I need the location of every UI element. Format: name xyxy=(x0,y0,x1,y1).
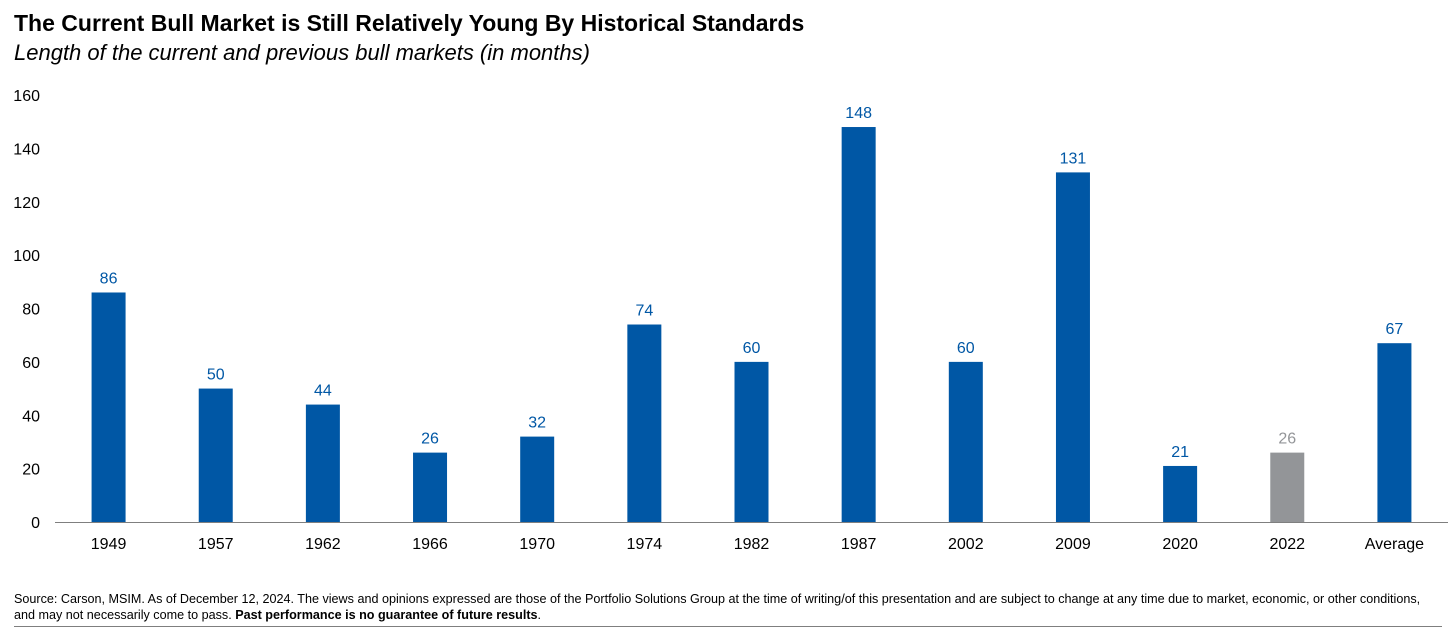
x-tick-label: 2002 xyxy=(948,536,984,553)
x-tick-label: 1962 xyxy=(305,536,341,553)
x-tick-label: Average xyxy=(1365,536,1424,553)
y-tick-label: 140 xyxy=(13,141,40,158)
bar xyxy=(520,436,555,522)
bottom-divider xyxy=(14,626,1442,627)
bar xyxy=(1055,172,1090,523)
y-tick-label: 60 xyxy=(22,355,40,372)
footnote-disclaimer: Past performance is no guarantee of futu… xyxy=(235,608,538,622)
data-label: 74 xyxy=(635,303,653,320)
y-tick-label: 40 xyxy=(22,408,40,425)
x-tick-label: 2020 xyxy=(1162,536,1198,553)
bar xyxy=(305,404,340,522)
data-label: 60 xyxy=(743,340,761,357)
data-label: 44 xyxy=(314,383,332,400)
bar-chart: 0 20 40 60 80 100 120 140 160 86 1949 50 1957 44 1962 2… xyxy=(13,88,1448,553)
bar xyxy=(841,127,876,523)
chart-title: The Current Bull Market is Still Relativ… xyxy=(14,10,805,36)
data-label: 86 xyxy=(100,270,118,287)
y-tick-label: 20 xyxy=(22,462,40,479)
bar xyxy=(1377,343,1412,522)
x-tick-label: 1949 xyxy=(91,536,127,553)
chart-subtitle: Length of the current and previous bull … xyxy=(14,40,590,65)
y-tick-label: 100 xyxy=(13,248,40,265)
bar xyxy=(948,361,983,522)
x-tick-label: 1966 xyxy=(412,536,448,553)
data-label: 50 xyxy=(207,367,225,384)
bar xyxy=(1270,452,1305,522)
bar xyxy=(627,324,662,522)
data-label: 26 xyxy=(1278,431,1296,448)
bar xyxy=(734,361,769,522)
x-tick-label: 2009 xyxy=(1055,536,1091,553)
data-label: 148 xyxy=(845,105,872,122)
x-tick-label: 1970 xyxy=(519,536,555,553)
y-tick-label: 0 xyxy=(31,515,40,532)
data-label: 26 xyxy=(421,431,439,448)
x-tick-label: 2022 xyxy=(1269,536,1305,553)
data-label: 131 xyxy=(1060,150,1087,167)
bar xyxy=(1163,465,1198,522)
bar xyxy=(413,452,448,522)
source-footnote: Source: Carson, MSIM. As of December 12,… xyxy=(14,592,1421,622)
data-label: 32 xyxy=(528,415,546,432)
bar xyxy=(198,388,233,522)
y-tick-label: 160 xyxy=(13,88,40,105)
footnote-text: Source: Carson, MSIM. As of December 12,… xyxy=(14,592,1421,622)
x-tick-label: 1957 xyxy=(198,536,234,553)
data-label: 60 xyxy=(957,340,975,357)
data-label: 21 xyxy=(1171,444,1189,461)
x-tick-label: 1987 xyxy=(841,536,877,553)
x-tick-label: 1974 xyxy=(627,536,663,553)
data-label: 67 xyxy=(1386,321,1404,338)
y-tick-label: 80 xyxy=(22,302,40,319)
bar xyxy=(91,292,126,522)
y-tick-label: 120 xyxy=(13,195,40,212)
x-tick-label: 1982 xyxy=(734,536,770,553)
